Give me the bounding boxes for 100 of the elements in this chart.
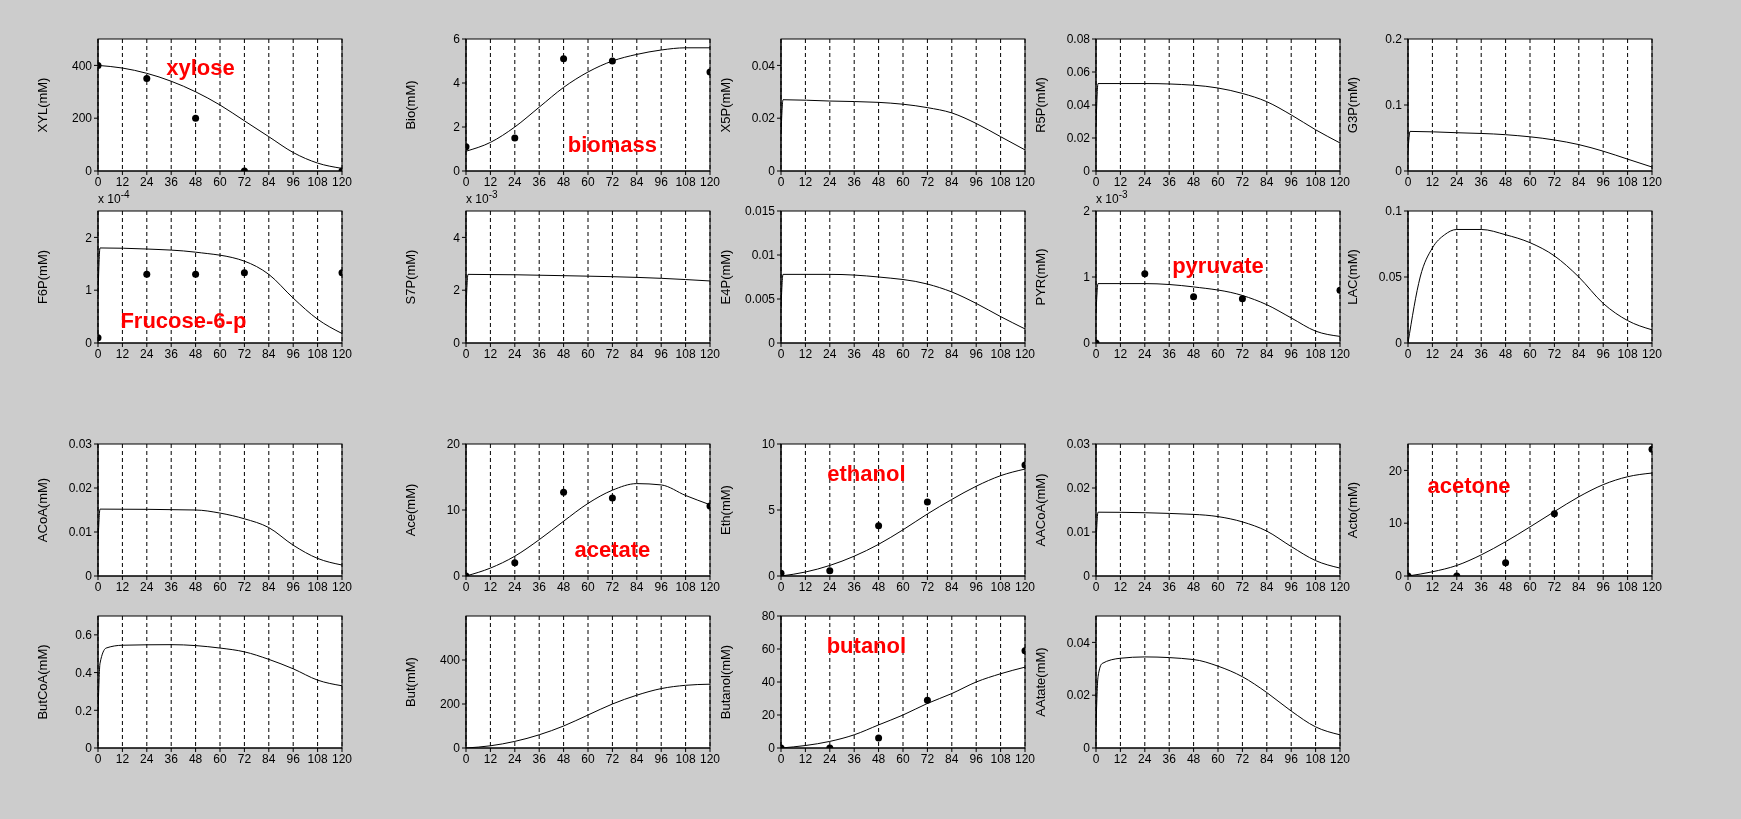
x-tick-label: 72 [920, 174, 935, 189]
x-tick-label: 12 [1113, 346, 1128, 361]
x-tick-label: 48 [871, 174, 886, 189]
x-tick-label: 36 [532, 174, 547, 189]
point [1238, 295, 1246, 303]
point [511, 559, 519, 567]
x-tick-label: 36 [1162, 346, 1177, 361]
y-tick-label: 0.05 [1378, 270, 1403, 285]
x-tick-label: 120 [1014, 346, 1036, 361]
point [875, 734, 883, 742]
x-tick-label: 120 [1329, 751, 1351, 766]
annotation: xylose [166, 55, 235, 82]
x-tick-label: 84 [630, 751, 644, 766]
x-tick-label: 48 [1498, 174, 1513, 189]
x-tick-label: 48 [188, 174, 203, 189]
x-tick-label: 120 [1641, 346, 1663, 361]
x-tick-label: 96 [1284, 751, 1299, 766]
x-tick-label: 48 [188, 346, 203, 361]
x-tick-label: 96 [969, 174, 984, 189]
y-axis-title: E4P(mM) [717, 249, 733, 305]
x-tick-label: 60 [581, 751, 595, 766]
x-tick-label: 12 [1425, 174, 1440, 189]
text: x 10$^{-4}$ [98, 189, 130, 206]
x-tick-label: 24 [823, 751, 837, 766]
y-tick-label: 0.04 [1066, 98, 1091, 113]
y-tick-label: 0.03 [68, 437, 93, 452]
y-tick-label: 0.06 [1066, 65, 1091, 80]
x-tick-label: 84 [262, 174, 276, 189]
x-tick-label: 108 [675, 346, 696, 361]
y-axis-title: ACoA(mM) [34, 477, 50, 543]
x-tick-label: 24 [1138, 751, 1152, 766]
x-tick-label: 96 [654, 579, 669, 594]
x-tick-label: 108 [1305, 751, 1326, 766]
y-tick-label: 0.01 [68, 525, 93, 540]
y-tick-label: 0.02 [1066, 688, 1091, 703]
y-tick-label: 0.02 [1066, 131, 1091, 146]
point [923, 696, 931, 704]
x-tick-label: 108 [1305, 346, 1326, 361]
x-tick-label: 84 [1572, 346, 1586, 361]
x-tick-label: 60 [1523, 346, 1537, 361]
x-tick-label: 108 [1617, 579, 1638, 594]
y-tick-label: 0 [1083, 741, 1091, 756]
y-tick-label: 20 [761, 708, 776, 723]
point [560, 488, 568, 496]
x-tick-label: 60 [896, 751, 910, 766]
x-tick-label: 60 [896, 579, 910, 594]
y-tick-label: 200 [71, 111, 93, 126]
annotation: acetone [1427, 473, 1511, 500]
x-tick-label: 120 [1014, 579, 1036, 594]
y-tick-label: 1 [1083, 270, 1091, 285]
annotation: pyruvate [1172, 253, 1264, 280]
x-tick-label: 12 [798, 579, 813, 594]
x-tick-label: 48 [871, 579, 886, 594]
x-tick-label: 72 [237, 751, 252, 766]
x-tick-label: 24 [140, 751, 154, 766]
x-tick-label: 48 [556, 174, 571, 189]
y-axis-title: Eth(mM) [717, 485, 733, 535]
x-tick-label: 60 [1523, 174, 1537, 189]
x-tick-label: 84 [262, 579, 276, 594]
x-tick-label: 24 [823, 346, 837, 361]
y-tick-label: 0.2 [1385, 32, 1403, 47]
x-tick-label: 72 [605, 346, 620, 361]
x-tick-label: 84 [630, 174, 644, 189]
annotation: ethanol [827, 461, 906, 488]
x-tick-label: 96 [1596, 579, 1611, 594]
x-tick-label: 36 [532, 751, 547, 766]
y-axis-title: S7P(mM) [402, 249, 418, 305]
x-tick-label: 36 [1474, 579, 1489, 594]
y-tick-label: 40 [761, 675, 776, 690]
y-tick-label: 4 [453, 76, 461, 91]
x-tick-label: 108 [307, 579, 328, 594]
x-tick-label: 120 [1329, 579, 1351, 594]
x-tick-label: 48 [871, 346, 886, 361]
y-tick-label: 0 [768, 336, 776, 351]
x-tick-label: 60 [1211, 751, 1225, 766]
x-tick-label: 96 [1596, 174, 1611, 189]
y-axis-title: R5P(mM) [1032, 77, 1048, 133]
y-tick-label: 6 [453, 32, 461, 47]
x-tick-label: 48 [1498, 579, 1513, 594]
y-tick-label: 2 [85, 230, 93, 245]
y-axis-title: G3P(mM) [1344, 76, 1360, 134]
x-tick-label: 72 [237, 174, 252, 189]
point [608, 57, 616, 65]
x-tick-label: 48 [188, 751, 203, 766]
point [875, 522, 883, 530]
x-tick-label: 96 [654, 174, 669, 189]
y-tick-label: 0 [85, 336, 93, 351]
x-tick-label: 108 [990, 579, 1011, 594]
y-tick-label: 0.02 [751, 111, 776, 126]
y-tick-label: 0 [85, 569, 93, 584]
x-tick-label: 120 [331, 346, 353, 361]
x-tick-label: 48 [556, 346, 571, 361]
x-tick-label: 120 [331, 751, 353, 766]
y-tick-label: 0 [768, 164, 776, 179]
x-tick-label: 120 [331, 174, 353, 189]
x-tick-label: 36 [847, 579, 862, 594]
x-tick-label: 108 [990, 346, 1011, 361]
x-tick-label: 108 [1305, 174, 1326, 189]
x-tick-label: 12 [798, 751, 813, 766]
y-tick-label: 0 [453, 569, 461, 584]
